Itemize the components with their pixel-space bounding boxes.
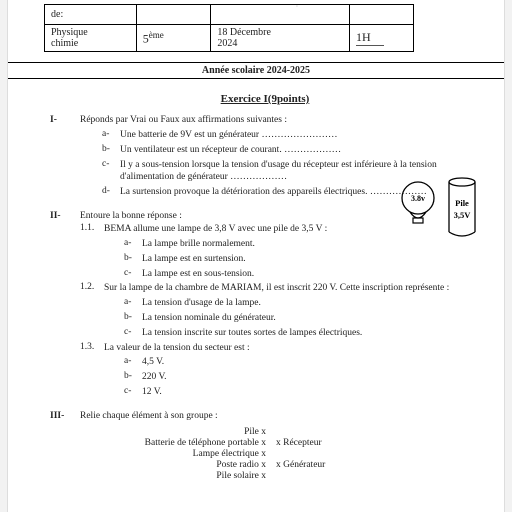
year-bar: Année scolaire 2024-2025 (8, 62, 504, 79)
bulb-screw-icon (413, 218, 423, 223)
q2-options: a-La tension d'usage de la lampe. b-La t… (124, 297, 480, 339)
subject-line1: Physique (51, 27, 130, 38)
de-cell: de: (45, 5, 137, 25)
match-table: Pile x Batterie de téléphone portable xx… (116, 427, 480, 481)
pile-top-icon (449, 178, 475, 186)
letter: c- (124, 386, 142, 399)
roman-I: I- (50, 115, 80, 201)
header-table: de: Physique chimie 5ème 18 Décembre 202… (44, 4, 414, 52)
q1-num: 1.1. (80, 223, 104, 236)
text-a: Une batterie de 9V est un générateur ………… (120, 129, 480, 142)
duration-cell: 1H (349, 25, 413, 52)
letter: b- (124, 312, 142, 325)
de-label: de: (51, 9, 63, 20)
date-line2: 2024 (217, 38, 343, 49)
left-item: Poste radio x (116, 460, 276, 470)
opt: La tension inscrite sur toutes sortes de… (142, 327, 480, 340)
right-item (276, 449, 396, 459)
list-item: b-La tension nominale du générateur. (124, 312, 480, 325)
letter: a- (102, 129, 120, 142)
cell (349, 5, 413, 25)
subject-line2: chimie (51, 38, 130, 49)
letter: b- (124, 371, 142, 384)
opt: 4,5 V. (142, 356, 480, 369)
bulb-label: 3.8v (411, 194, 425, 203)
right-item: x Récepteur (276, 438, 396, 448)
table-row: Pile solaire x (116, 471, 480, 481)
opt: 220 V. (142, 371, 480, 384)
table-row: Lampe électrique x (116, 449, 480, 459)
list-item: a-4,5 V. (124, 356, 480, 369)
letter: a- (124, 356, 142, 369)
prompt-III: Relie chaque élément à son groupe : (80, 411, 480, 421)
bulb-pile-diagram: 3.8v Pile 3,5V (396, 172, 482, 258)
letter: d- (102, 186, 120, 199)
duration: 1H (356, 30, 384, 46)
page: · de: Physique chimie 5ème 18 Décembre 2… (7, 0, 505, 512)
letter: b- (102, 144, 120, 157)
pile-bottom-icon (449, 232, 475, 236)
section-III: III- Relie chaque élément à son groupe :… (50, 411, 480, 482)
level-sup: ème (149, 30, 164, 40)
table-row: de: (45, 5, 414, 25)
letter: c- (124, 327, 142, 340)
letter: a- (124, 297, 142, 310)
letter: c- (124, 268, 142, 281)
exercice-title: Exercice I(9points) (50, 93, 480, 105)
roman-II: II- (50, 211, 80, 401)
date-line1: 18 Décembre (217, 27, 343, 38)
list-item: c-La tension inscrite sur toutes sortes … (124, 327, 480, 340)
opt: 12 V. (142, 386, 480, 399)
cell (136, 5, 211, 25)
table-row: Batterie de téléphone portable xx Récept… (116, 438, 480, 448)
right-item (276, 427, 396, 437)
list-item: b-220 V. (124, 371, 480, 384)
letter: c- (102, 159, 120, 185)
q3-num: 1.3. (80, 342, 104, 355)
list-item: c-La lampe est en sous-tension. (124, 268, 480, 281)
list-item: a-La tension d'usage de la lampe. (124, 297, 480, 310)
list-item: c-12 V. (124, 386, 480, 399)
pile-value: 3,5V (454, 210, 472, 220)
roman-III: III- (50, 411, 80, 482)
diagram-svg: 3.8v Pile 3,5V (396, 172, 482, 258)
q2-text: Sur la lampe de la chambre de MARIAM, il… (104, 282, 480, 295)
q3-text: La valeur de la tension du secteur est : (104, 342, 480, 355)
opt: La lampe est en sous-tension. (142, 268, 480, 281)
table-row: Pile x (116, 427, 480, 437)
list-item: b-Un ventilateur est un récepteur de cou… (102, 144, 480, 157)
list-item: a-Une batterie de 9V est un générateur …… (102, 129, 480, 142)
right-item (276, 471, 396, 481)
subject-cell: Physique chimie (45, 25, 137, 52)
right-item: x Générateur (276, 460, 396, 470)
q2-num: 1.2. (80, 282, 104, 295)
left-item: Pile solaire x (116, 471, 276, 481)
prompt-I: Réponds par Vrai ou Faux aux affirmation… (80, 115, 480, 125)
date-cell: 18 Décembre 2024 (211, 25, 350, 52)
left-item: Lampe électrique x (116, 449, 276, 459)
left-item: Pile x (116, 427, 276, 437)
cell (211, 5, 350, 25)
opt: La tension d'usage de la lampe. (142, 297, 480, 310)
q2: 1.2. Sur la lampe de la chambre de MARIA… (80, 282, 480, 295)
letter: a- (124, 238, 142, 251)
letter: b- (124, 253, 142, 266)
pile-label: Pile (455, 198, 469, 208)
q3: 1.3. La valeur de la tension du secteur … (80, 342, 480, 355)
q3-options: a-4,5 V. b-220 V. c-12 V. (124, 356, 480, 398)
ghost-text: · (296, 2, 299, 11)
left-item: Batterie de téléphone portable x (116, 438, 276, 448)
text-b: Un ventilateur est un récepteur de coura… (120, 144, 480, 157)
opt: La tension nominale du générateur. (142, 312, 480, 325)
level-cell: 5ème (136, 25, 211, 52)
table-row: Poste radio xx Générateur (116, 460, 480, 470)
section-body: Relie chaque élément à son groupe : Pile… (80, 411, 480, 482)
table-row: Physique chimie 5ème 18 Décembre 2024 1H (45, 25, 414, 52)
